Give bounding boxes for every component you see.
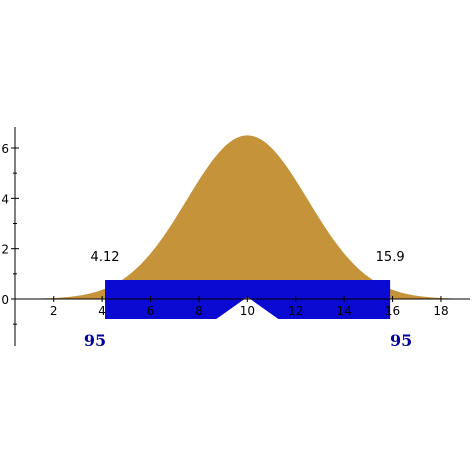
confidence-level-left-label: 95 — [84, 331, 106, 350]
lower-bound-label: 4.12 — [91, 250, 120, 265]
confidence-interval-bar — [105, 280, 391, 319]
x-tick-label: 8 — [195, 304, 203, 318]
y-axis: 0 2 4 6 — [1, 127, 19, 346]
y-tick-label: 6 — [1, 142, 9, 156]
x-tick-label: 6 — [147, 304, 155, 318]
x-tick-label: 4 — [98, 304, 106, 318]
x-tick-label: 16 — [385, 304, 400, 318]
x-tick-label: 10 — [240, 304, 255, 318]
density-curve-area — [15, 135, 470, 299]
y-tick-label: 4 — [1, 192, 9, 206]
x-tick-label: 2 — [50, 304, 58, 318]
y-tick-label: 2 — [1, 243, 9, 257]
upper-bound-label: 15.9 — [376, 250, 405, 265]
x-tick-label: 12 — [288, 304, 303, 318]
x-tick-label: 14 — [337, 304, 352, 318]
y-tick-label: 0 — [1, 293, 9, 307]
confidence-level-right-label: 95 — [390, 331, 412, 350]
x-tick-label: 18 — [433, 304, 448, 318]
x-axis: 2 4 6 8 10 12 14 16 18 — [15, 296, 470, 318]
